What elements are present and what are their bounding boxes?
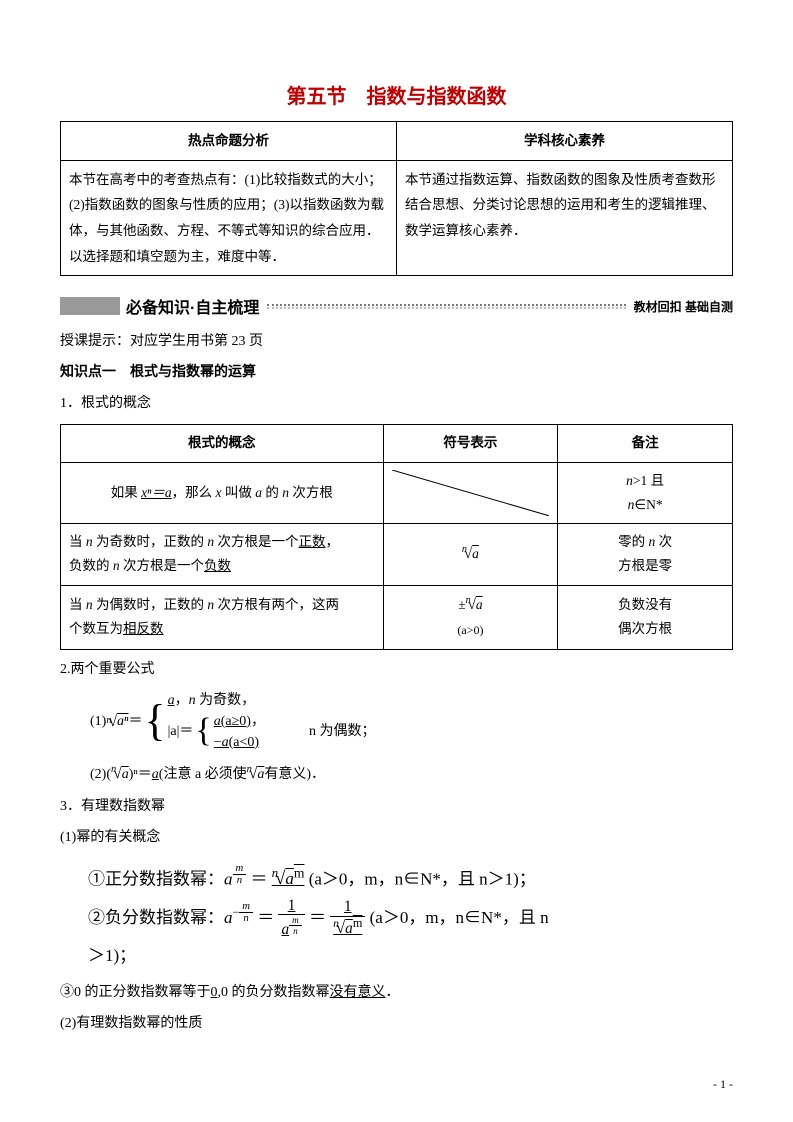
zero-exponent-note: ③0 的正分数指数幂等于0,0 的负分数指数幂没有意义． [60,979,733,1007]
dots-divider-icon [267,304,625,309]
th-core-literacy: 学科核心素养 [397,122,733,161]
symbol-row-2: n√a [383,524,558,586]
subsection-1-1: 1．根式的概念 [60,390,733,418]
page-number: - 1 - [713,1077,733,1092]
knowledge-point-1: 知识点一 根式与指数幂的运算 [60,359,733,387]
fraction-exponent-formulas: ①正分数指数幂：amn ＝ n√am (a＞0，m，n∈N*，且 n＞1)； ②… [88,860,733,974]
subsection-1-3-2: (2)有理数指数幂的性质 [60,1010,733,1038]
concept-row-2: 当 n 为奇数时，正数的 n 次方根是一个正数， 负数的 n 次方根是一个负数 [61,524,384,586]
subsection-1-3: 3．有理数指数幂 [60,793,733,821]
th-symbol: 符号表示 [383,425,558,462]
subsection-1-3-1: (1)幂的有关概念 [60,824,733,852]
th-note: 备注 [558,425,733,462]
concept-row-1: 如果 xⁿ＝a，那么 x 叫做 a 的 n 次方根 [61,462,384,524]
section-title: 第五节 指数与指数函数 [60,80,733,109]
th-concept: 根式的概念 [61,425,384,462]
section-tag: 教材回扣 基础自测 [634,298,733,315]
formula-2: (2)(n√a)ⁿ＝a(注意 a 必须使n√a有意义)． [90,759,733,790]
concept-row-3: 当 n 为偶数时，正数的 n 次方根有两个，这两 个数互为相反数 [61,585,384,649]
diagonal-line-icon [392,470,550,516]
analysis-table: 热点命题分析 学科核心素养 本节在高考中的考查热点有：(1)比较指数式的大小；(… [60,121,733,276]
th-hot-analysis: 热点命题分析 [61,122,397,161]
note-row-1: n>1 且 n∈N* [558,462,733,524]
note-row-3: 负数没有 偶次方根 [558,585,733,649]
formula-1: (1)n√aⁿ＝ { a，n 为奇数， |a|＝ { a(a≥0)， −a(a<… [90,690,733,753]
td-literacy-content: 本节通过指数运算、指数函数的图象及性质考查数形结合思想、分类讨论思想的运用和考生… [397,160,733,276]
section-label: 必备知识·自主梳理 [126,294,259,318]
symbol-row-1 [383,462,558,524]
section-bar: 必备知识·自主梳理 教材回扣 基础自测 [60,294,733,318]
note-row-2: 零的 n 次 方根是零 [558,524,733,586]
teaching-hint: 授课提示：对应学生用书第 23 页 [60,328,733,356]
td-hot-content: 本节在高考中的考查热点有：(1)比较指数式的大小；(2)指数函数的图象与性质的应… [61,160,397,276]
gray-block-icon [60,297,120,315]
subsection-1-2: 2.两个重要公式 [60,656,733,684]
root-concept-table: 根式的概念 符号表示 备注 如果 xⁿ＝a，那么 x 叫做 a 的 n 次方根 … [60,424,733,650]
symbol-row-3: ±n√a (a>0) [383,585,558,649]
